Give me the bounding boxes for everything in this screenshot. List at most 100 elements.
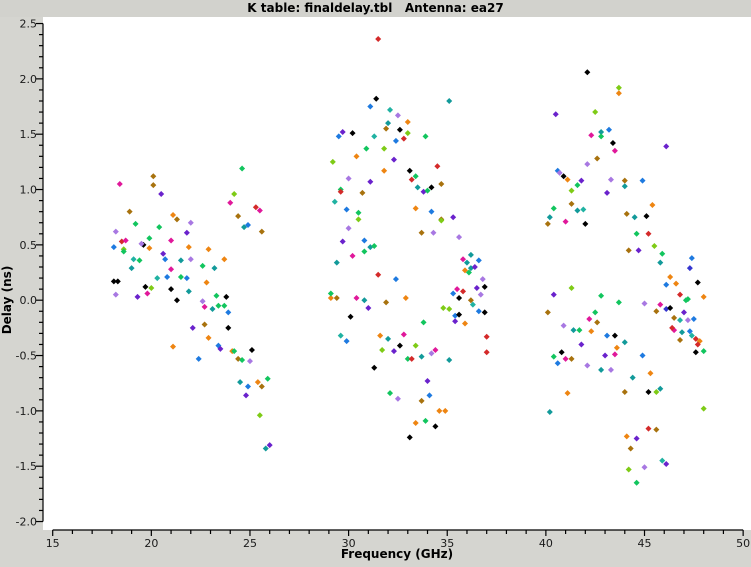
data-point [463, 259, 470, 266]
data-point [337, 332, 344, 339]
data-point [556, 169, 563, 176]
data-point [682, 297, 689, 304]
data-point [469, 301, 476, 308]
data-point [546, 214, 553, 221]
data-point [471, 263, 478, 270]
data-point [424, 377, 431, 384]
data-point [550, 205, 557, 212]
data-point [412, 205, 419, 212]
data-point [343, 206, 350, 213]
data-point [134, 293, 141, 300]
data-point [446, 306, 453, 313]
data-point [258, 228, 265, 235]
data-point [241, 224, 248, 231]
data-point [450, 290, 457, 297]
data-point [438, 180, 445, 187]
data-point [396, 342, 403, 349]
data-point [657, 259, 664, 266]
data-point [461, 267, 468, 274]
data-point [385, 335, 392, 342]
data-point [185, 288, 192, 295]
data-point [246, 358, 253, 365]
data-point [700, 348, 707, 355]
data-point [160, 250, 167, 257]
data-point [604, 189, 611, 196]
data-point [684, 317, 691, 324]
data-point [183, 229, 190, 236]
data-point [588, 132, 595, 139]
data-point [690, 316, 697, 323]
data-point [262, 445, 269, 452]
data-point [446, 356, 453, 363]
data-point [335, 133, 342, 140]
data-point [667, 273, 674, 280]
data-point [473, 285, 480, 292]
data-point [132, 220, 139, 227]
data-point [138, 240, 145, 247]
data-point [550, 291, 557, 298]
data-point [678, 329, 685, 336]
data-point [189, 324, 196, 331]
data-point [116, 180, 123, 187]
data-point [361, 248, 368, 255]
data-point [252, 204, 259, 211]
data-point [641, 464, 648, 471]
data-point [667, 304, 674, 311]
data-point [657, 385, 664, 392]
y-axis-label: Delay (ns) [0, 266, 14, 335]
data-point [564, 176, 571, 183]
plot-title: K table: finaldelay.tbl Antenna: ea27 [0, 0, 751, 17]
data-point [373, 95, 380, 102]
data-point [225, 324, 232, 331]
data-point [576, 327, 583, 334]
data-point [223, 293, 230, 300]
y-tick-label: -1.5 [16, 460, 37, 473]
data-point [379, 347, 386, 354]
x-tick-label: 25 [243, 537, 257, 550]
data-point [227, 199, 234, 206]
data-point [353, 294, 360, 301]
data-point [422, 133, 429, 140]
data-point [170, 211, 177, 218]
x-tick-label: 45 [638, 537, 652, 550]
data-point [418, 353, 425, 360]
data-point [337, 188, 344, 195]
data-point [434, 163, 441, 170]
data-point [594, 155, 601, 162]
data-point [231, 348, 238, 355]
y-tick-label: 1.0 [20, 184, 38, 197]
data-point [475, 257, 482, 264]
data-point [428, 208, 435, 215]
data-point [621, 177, 628, 184]
data-point [201, 303, 208, 310]
data-point [483, 349, 490, 356]
data-point [183, 275, 190, 282]
data-point [239, 356, 246, 363]
data-point [333, 294, 340, 301]
data-point [578, 177, 585, 184]
data-point [367, 178, 374, 185]
data-point [375, 271, 382, 278]
data-point [225, 309, 232, 316]
data-point [430, 229, 437, 236]
data-point [235, 213, 242, 220]
data-point [598, 133, 605, 140]
data-point [594, 319, 601, 326]
data-point [580, 206, 587, 213]
data-point [639, 177, 646, 184]
data-point [383, 299, 390, 306]
data-point [400, 331, 407, 338]
data-point [686, 265, 693, 272]
data-point [465, 269, 472, 276]
data-point [381, 167, 388, 174]
data-point [586, 316, 593, 323]
data-point [402, 294, 409, 301]
data-point [456, 234, 463, 241]
data-point [598, 292, 605, 299]
data-point [110, 244, 117, 251]
data-point [649, 202, 656, 209]
data-point [217, 345, 224, 352]
data-point [361, 297, 368, 304]
data-point [150, 182, 157, 189]
data-point [221, 302, 228, 309]
